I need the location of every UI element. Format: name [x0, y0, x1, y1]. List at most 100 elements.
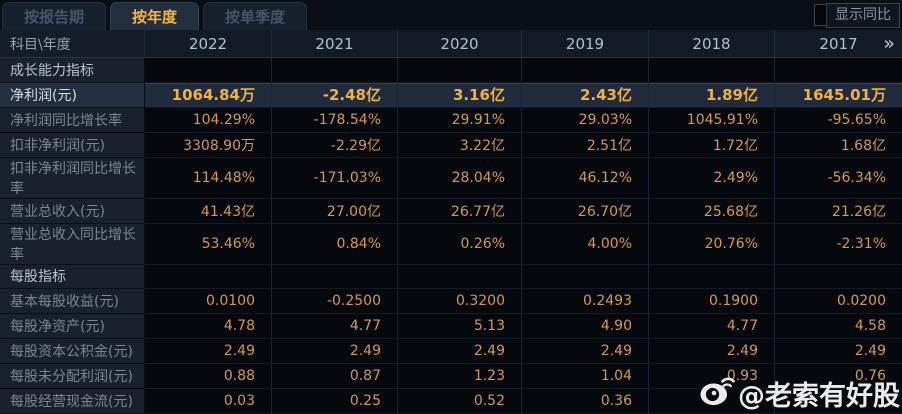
row-label: 净利润(元): [0, 82, 145, 108]
table-row: 成长能力指标: [0, 58, 902, 83]
financial-indicators-table: 科目\年度 2022 2021 2020 2019 2018 2017 » 成长…: [0, 30, 902, 414]
table-header-row: 科目\年度 2022 2021 2020 2019 2018 2017 »: [0, 30, 902, 58]
row-cell: [775, 389, 902, 414]
row-cell: 4.77: [272, 314, 398, 340]
row-label: 基本每股收益(元): [0, 289, 145, 315]
table-row: 每股资本公积金(元) 2.49 2.49 2.49 2.49 2.49 2.49: [0, 339, 902, 365]
header-year-2018: 2018: [649, 30, 775, 57]
row-cell: 53.46%: [145, 223, 272, 265]
table-row: 扣非净利润(元) 3308.90万 -2.29亿 3.22亿 2.51亿 1.7…: [0, 132, 902, 158]
show-yoy-button[interactable]: 显示同比: [826, 3, 900, 28]
row-cell: 1645.01万: [775, 83, 902, 108]
row-cell: [649, 389, 775, 414]
row-cell: [272, 58, 398, 83]
table-row: 每股净资产(元) 4.78 4.77 5.13 4.90 4.77 4.58: [0, 314, 902, 340]
row-cell: -178.54%: [272, 107, 398, 133]
header-item-year-label: 科目\年度: [0, 30, 145, 57]
row-label: 每股指标: [0, 264, 145, 290]
row-cell: 0.52: [398, 389, 522, 414]
row-cell: 0.0100: [145, 289, 272, 315]
row-cell: 3308.90万: [145, 132, 272, 158]
row-cell: 1.72亿: [649, 132, 775, 158]
row-cell: 1.68亿: [775, 133, 902, 158]
table-row: 扣非净利润同比增长率 114.48% -171.03% 28.04% 46.12…: [0, 157, 902, 199]
header-year-2017-text: 2017: [819, 34, 858, 53]
row-label: 净利润同比增长率: [0, 107, 145, 133]
header-year-2022: 2022: [145, 30, 272, 57]
more-years-icon[interactable]: »: [883, 32, 895, 54]
tab-by-quarter[interactable]: 按单季度: [203, 2, 308, 30]
row-cell: 29.91%: [398, 107, 522, 133]
row-label: 扣非净利润(元): [0, 132, 145, 158]
row-cell: 2.49: [649, 339, 775, 365]
row-cell: 3.16亿: [398, 82, 522, 108]
row-label: 营业总收入(元): [0, 198, 145, 224]
row-cell: [522, 264, 649, 290]
row-cell: -2.29亿: [272, 132, 398, 158]
row-cell: 3.22亿: [398, 132, 522, 158]
row-cell: 0.26%: [398, 223, 522, 265]
header-year-2020: 2020: [398, 30, 522, 57]
row-cell: 4.58: [775, 314, 902, 340]
table-row: 营业总收入(元) 41.43亿 27.00亿 26.77亿 26.70亿 25.…: [0, 198, 902, 224]
row-cell: 0.93: [649, 364, 775, 390]
tab-by-report-period[interactable]: 按报告期: [2, 2, 107, 30]
row-cell: [272, 264, 398, 290]
row-cell: 0.2493: [522, 289, 649, 315]
row-cell: [775, 58, 902, 83]
row-cell: 26.77亿: [398, 198, 522, 224]
row-cell: 4.00%: [522, 223, 649, 265]
row-cell: 1.04: [522, 364, 649, 390]
row-cell: 28.04%: [398, 157, 522, 199]
row-cell: [775, 265, 902, 290]
row-cell: 1064.84万: [145, 82, 272, 108]
header-year-2017: 2017 »: [775, 30, 902, 57]
row-cell: 21.26亿: [775, 199, 902, 224]
row-cell: 0.0200: [775, 289, 902, 315]
row-cell: 2.49: [775, 339, 902, 365]
row-cell: 25.68亿: [649, 198, 775, 224]
table-body: 成长能力指标 净利润(元) 1064.84万 -2.48亿 3.16亿 2.43…: [0, 58, 902, 414]
row-cell: -95.65%: [775, 108, 902, 133]
row-cell: [398, 58, 522, 83]
row-cell: 5.13: [398, 314, 522, 340]
row-cell: 27.00亿: [272, 198, 398, 224]
row-cell: 41.43亿: [145, 198, 272, 224]
row-cell: 0.36: [522, 389, 649, 414]
row-cell: 46.12%: [522, 157, 649, 199]
row-label: 每股净资产(元): [0, 314, 145, 340]
row-label: 每股资本公积金(元): [0, 339, 145, 365]
row-cell: 1.23: [398, 364, 522, 390]
row-cell: 2.49: [272, 339, 398, 365]
row-cell: 2.49: [522, 339, 649, 365]
row-cell: 2.49: [145, 339, 272, 365]
tab-by-year[interactable]: 按年度: [110, 2, 200, 30]
row-label: 每股经营现金流(元): [0, 389, 145, 414]
row-cell: [398, 264, 522, 290]
row-cell: 29.03%: [522, 107, 649, 133]
row-label: 扣非净利润同比增长率: [0, 157, 145, 199]
table-row: 营业总收入同比增长率 53.46% 0.84% 0.26% 4.00% 20.7…: [0, 223, 902, 265]
row-cell: -0.2500: [272, 289, 398, 315]
row-cell: [145, 264, 272, 290]
row-cell: -2.48亿: [272, 82, 398, 108]
row-cell: 114.48%: [145, 157, 272, 199]
row-cell: 0.25: [272, 389, 398, 414]
row-cell: -171.03%: [272, 157, 398, 199]
row-cell: 1045.91%: [649, 107, 775, 133]
row-cell: 1.89亿: [649, 82, 775, 108]
row-cell: 0.76: [775, 364, 902, 390]
row-label: 每股未分配利润(元): [0, 364, 145, 390]
row-cell: [649, 264, 775, 290]
row-cell: [522, 58, 649, 83]
table-row: 每股指标: [0, 264, 902, 290]
period-tabbar: 按报告期 按年度 按单季度 显示同比: [0, 0, 902, 30]
row-cell: -2.31%: [775, 224, 902, 265]
table-row: 每股经营现金流(元) 0.03 0.25 0.52 0.36: [0, 389, 902, 414]
header-year-2021: 2021: [272, 30, 398, 57]
row-cell: 2.49: [398, 339, 522, 365]
row-cell: 2.43亿: [522, 82, 649, 108]
row-cell: 0.88: [145, 364, 272, 390]
row-cell: 0.1900: [649, 289, 775, 315]
row-cell: 2.49%: [649, 157, 775, 199]
